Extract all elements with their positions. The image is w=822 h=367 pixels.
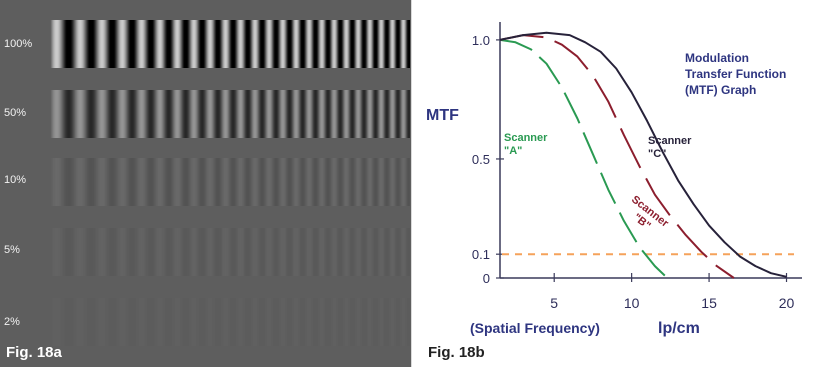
y-axis-label: MTF <box>426 107 459 124</box>
series-label: Scanner "A" <box>504 132 548 157</box>
x-tick-label: 20 <box>779 295 795 311</box>
series-line <box>499 31 787 278</box>
x-tick-label: 15 <box>701 295 717 311</box>
figure-caption-a: Fig. 18a <box>6 344 62 361</box>
chart-title: Modulation Transfer Function (MTF) Graph <box>685 51 786 97</box>
series-line <box>499 38 668 279</box>
figure-caption-b: Fig. 18b <box>428 344 485 361</box>
y-tick-label: 0 <box>483 271 490 286</box>
bar-pattern-strip <box>50 158 410 206</box>
contrast-label: 2% <box>4 316 20 328</box>
bar-pattern-strip <box>50 298 410 346</box>
bar-pattern-panel: 100% 50% 10% 5% 2% Fig. 18a <box>0 0 411 367</box>
contrast-label: 5% <box>4 244 20 256</box>
series-label: Scanner"B" <box>621 194 671 241</box>
series-label: Scanner "C" <box>648 135 692 160</box>
x-tick-label: 5 <box>550 295 558 311</box>
contrast-label: 50% <box>4 107 27 119</box>
panel-divider <box>411 0 412 367</box>
mtf-graph-panel: 0 0.1 0.5 1.0 5 10 15 20 Scanner "A" Scanner"B" Sca… <box>412 0 822 367</box>
contrast-label: 100% <box>4 38 33 50</box>
contrast-label: 10% <box>4 174 27 186</box>
bar-pattern-strip <box>50 20 410 68</box>
x-axis-unit-label: lp/cm <box>658 320 700 337</box>
y-tick-label: 0.5 <box>472 152 490 167</box>
bar-pattern-strip <box>50 90 410 138</box>
y-tick-label: 1.0 <box>472 33 490 48</box>
x-tick-label: 10 <box>624 295 640 311</box>
mtf-chart: 0 0.1 0.5 1.0 5 10 15 20 Scanner "A" Scanner"B" Sca… <box>426 22 802 337</box>
bar-pattern-strip <box>50 228 410 276</box>
x-axis-label: (Spatial Frequency) <box>470 320 600 336</box>
series-line <box>499 34 735 279</box>
y-tick-label: 0.1 <box>472 247 490 262</box>
